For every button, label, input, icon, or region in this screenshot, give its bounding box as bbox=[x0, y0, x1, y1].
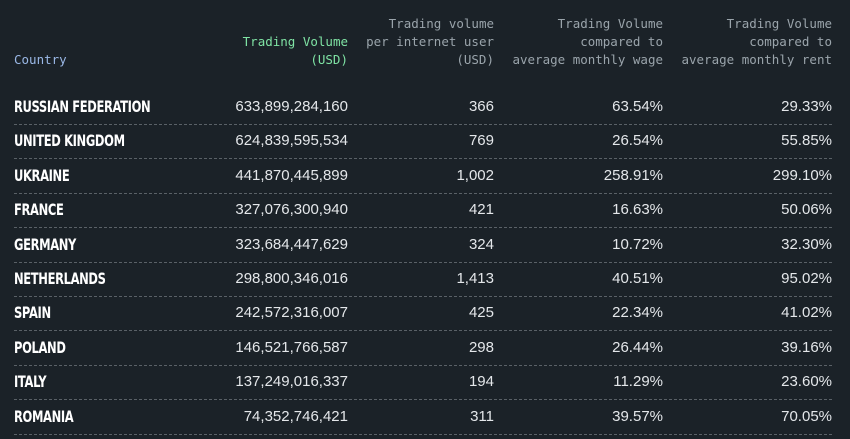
cell-value: 425 bbox=[468, 304, 494, 322]
row-separator bbox=[14, 227, 832, 228]
cell-value: 10.72% bbox=[612, 235, 663, 253]
cell-value: 32.30% bbox=[781, 235, 832, 253]
row-separator bbox=[14, 399, 832, 400]
column-header: per internet user bbox=[366, 34, 494, 49]
cell-value: 298,800,346,016 bbox=[235, 270, 348, 287]
cell-value: 1,413 bbox=[456, 270, 494, 287]
cell-value: 22.34% bbox=[612, 304, 663, 322]
cell-value: 258.91% bbox=[603, 166, 663, 184]
cell-value: 624,839,595,534 bbox=[235, 132, 348, 150]
cell-value: 55.85% bbox=[781, 132, 832, 150]
cell-value: 16.63% bbox=[612, 201, 663, 219]
cell-value: 23.60% bbox=[781, 373, 832, 391]
cell-value: 137,249,016,337 bbox=[235, 373, 348, 391]
cell-value: 26.54% bbox=[612, 132, 663, 150]
cell-value: 41.02% bbox=[781, 304, 832, 322]
cell-value: 1,002 bbox=[456, 166, 494, 184]
row-separator bbox=[14, 193, 832, 194]
column-header: (USD) bbox=[456, 52, 494, 67]
cell-value: 299.10% bbox=[772, 166, 832, 184]
row-separator bbox=[14, 158, 832, 159]
cell-value: 74,352,746,421 bbox=[243, 407, 348, 425]
country-name: RUSSIAN FEDERATION bbox=[14, 97, 151, 116]
row-separator bbox=[14, 296, 832, 297]
column-header: (USD) bbox=[310, 52, 348, 67]
cell-value: 95.02% bbox=[781, 270, 832, 287]
country-name: ITALY bbox=[14, 372, 47, 392]
cell-value: 39.16% bbox=[781, 338, 832, 356]
cell-value: 146,521,766,587 bbox=[235, 338, 348, 356]
cell-value: 194 bbox=[468, 373, 494, 391]
cell-value: 327,076,300,940 bbox=[235, 201, 348, 219]
cell-value: 63.54% bbox=[612, 98, 663, 115]
cell-value: 11.29% bbox=[613, 373, 663, 391]
country-name: FRANCE bbox=[14, 200, 64, 220]
column-header: Trading Volume bbox=[726, 16, 832, 31]
cell-value: 311 bbox=[470, 407, 494, 425]
column-header: Trading Volume bbox=[242, 34, 348, 49]
row-separator bbox=[14, 434, 832, 435]
cell-value: 769 bbox=[468, 132, 494, 150]
cell-value: 40.51% bbox=[612, 270, 663, 287]
column-header: compared to bbox=[580, 34, 663, 49]
cell-value: 366 bbox=[468, 98, 494, 115]
column-header: Country bbox=[14, 52, 67, 67]
country-name: SPAIN bbox=[14, 303, 51, 323]
cell-value: 70.05% bbox=[781, 407, 832, 425]
country-name: POLAND bbox=[14, 337, 66, 357]
country-name: ROMANIA bbox=[14, 406, 74, 426]
cell-value: 39.57% bbox=[612, 407, 663, 425]
cell-value: 324 bbox=[468, 235, 494, 253]
cell-value: 323,684,447,629 bbox=[235, 235, 348, 253]
column-header: Trading Volume bbox=[557, 16, 663, 31]
cell-value: 29.33% bbox=[781, 98, 832, 115]
cell-value: 26.44% bbox=[612, 338, 663, 356]
column-header: Trading volume bbox=[388, 16, 494, 31]
country-name: NETHERLANDS bbox=[14, 269, 106, 288]
country-name: UKRAINE bbox=[14, 165, 70, 185]
column-header: average monthly rent bbox=[681, 52, 832, 67]
row-separator bbox=[14, 262, 832, 263]
row-separator bbox=[14, 365, 832, 366]
cell-value: 421 bbox=[468, 201, 494, 219]
country-name: GERMANY bbox=[14, 234, 77, 254]
cell-value: 441,870,445,899 bbox=[235, 166, 348, 184]
cell-value: 633,899,284,160 bbox=[235, 98, 348, 115]
row-separator bbox=[14, 330, 832, 331]
country-name: UNITED KINGDOM bbox=[14, 131, 125, 151]
cell-value: 50.06% bbox=[781, 201, 832, 219]
cell-value: 298 bbox=[468, 338, 494, 356]
row-separator bbox=[14, 124, 832, 125]
column-header: average monthly wage bbox=[512, 52, 663, 67]
cell-value: 242,572,316,007 bbox=[235, 304, 348, 322]
column-header: compared to bbox=[749, 34, 832, 49]
